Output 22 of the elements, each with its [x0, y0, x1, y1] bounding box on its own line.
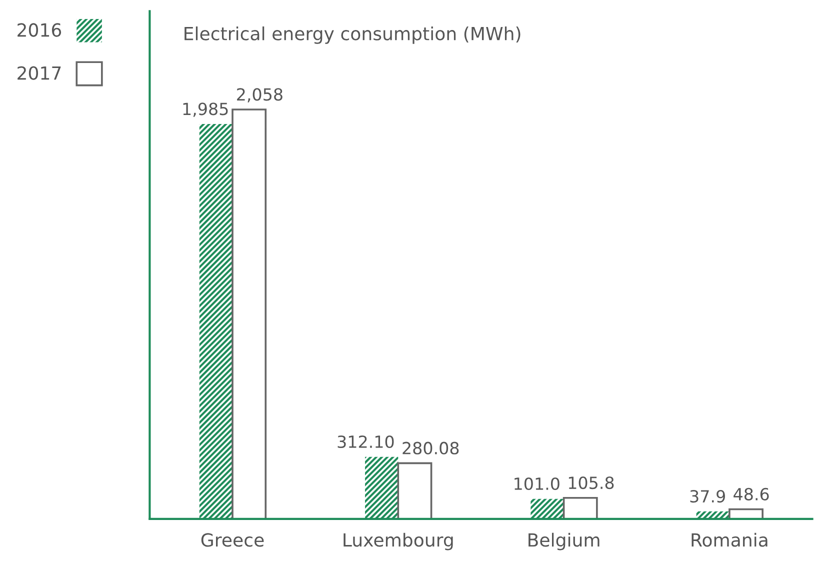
data-label: 105.8	[568, 476, 614, 490]
bar	[365, 456, 398, 519]
data-label: 2,058	[237, 88, 282, 102]
data-label: 37.9	[690, 490, 725, 503]
x-tick-label: Belgium	[528, 532, 600, 550]
bar	[530, 498, 564, 519]
x-tick-label: Greece	[201, 533, 264, 547]
data-label: 48.6	[734, 488, 769, 500]
bar	[199, 124, 233, 519]
data-label: 101.0	[514, 477, 560, 490]
bar	[397, 462, 432, 519]
legend-label: 2016	[18, 23, 62, 37]
x-tick-label: Romania	[692, 532, 768, 547]
legend-label: 2017	[18, 66, 61, 80]
bar	[232, 108, 267, 519]
x-tick-label: Luxembourg	[344, 532, 453, 550]
chart-title: Electrical energy consumption (MWh)	[184, 26, 520, 44]
data-label: 280.08	[402, 442, 459, 454]
data-label: 312.10	[338, 435, 394, 448]
bar	[562, 496, 598, 519]
data-label: 1,985	[183, 102, 228, 117]
bar	[728, 508, 764, 519]
